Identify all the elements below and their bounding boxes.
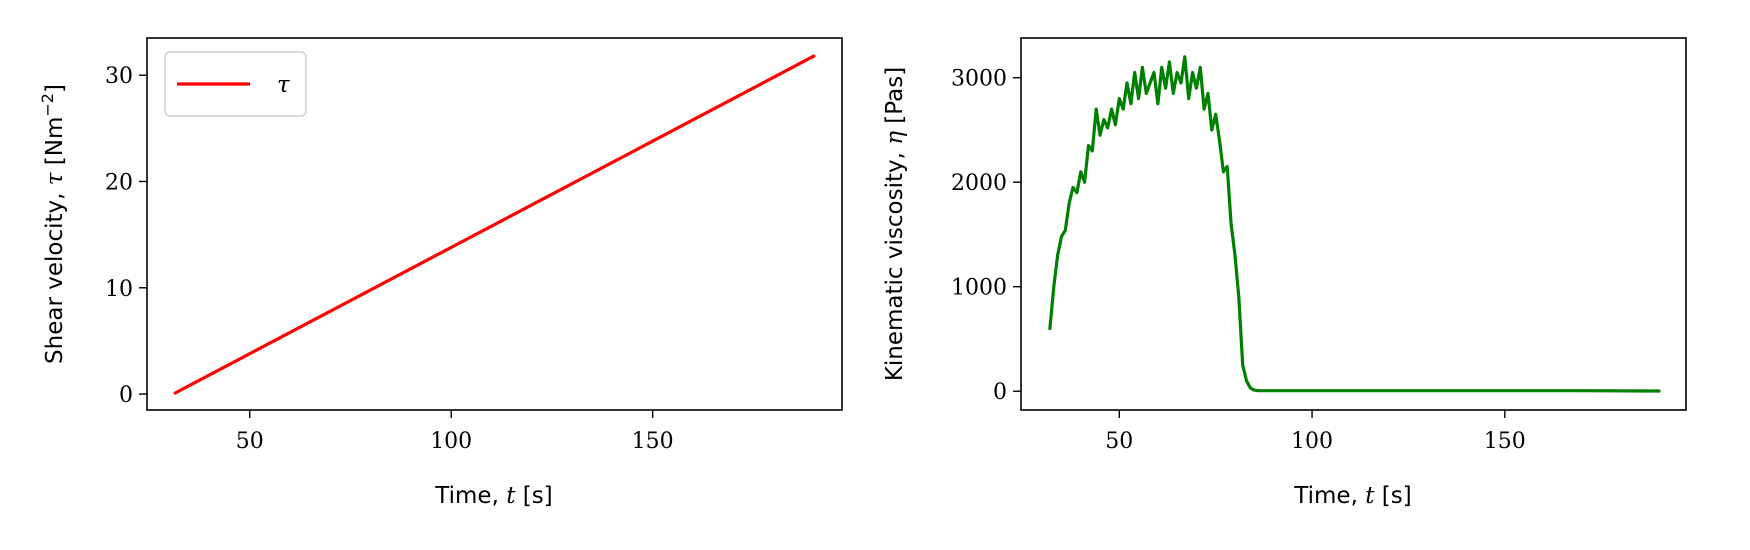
shear-x-tick-label: 100: [430, 429, 472, 454]
viscosity-plot-area: [1048, 55, 1661, 393]
shear-axes-frame: [146, 37, 843, 411]
viscosity-chart: 50 100 150 0 1000 2000 3000 Time, t [s] Kinema…: [882, 37, 1687, 509]
shear-x-axis-label: Time, t [s]: [434, 483, 552, 509]
viscosity-ticks: 50 100 150 0 1000 2000 3000: [951, 67, 1526, 454]
shear-y-tick-label: 20: [105, 170, 133, 195]
viscosity-x-tick-label: 150: [1484, 429, 1526, 454]
shear-x-tick-label: 150: [632, 429, 674, 454]
shear-y-tick-label: 10: [105, 277, 133, 302]
viscosity-axes-frame: [1020, 37, 1687, 411]
viscosity-y-axis-label: Kinematic viscosity, η [Pas]: [882, 67, 908, 381]
shear-plot-area: [173, 54, 816, 395]
legend: τ: [164, 51, 307, 117]
viscosity-y-tick-label: 3000: [951, 67, 1007, 92]
shear-x-tick-label: 50: [236, 429, 264, 454]
shear-series-line-0: [173, 54, 816, 395]
viscosity-series-line-0: [1048, 55, 1661, 393]
viscosity-y-tick-label: 1000: [951, 276, 1007, 301]
viscosity-y-tick-label: 2000: [951, 171, 1007, 196]
shear-y-tick-label: 0: [119, 383, 133, 408]
viscosity-x-axis-label: Time, t [s]: [1293, 483, 1411, 509]
legend-label-tau: τ: [277, 72, 291, 98]
viscosity-y-tick-label: 0: [993, 380, 1007, 405]
viscosity-x-tick-label: 100: [1291, 429, 1333, 454]
shear-ticks: 50 100 150 0 10 20 30: [105, 64, 674, 454]
shear-chart: 50 100 150 0 10 20 30 Time, t [s] Shear veloci…: [38, 37, 843, 509]
shear-y-axis-label: Shear velocity, τ [Nm−2]: [38, 84, 69, 364]
viscosity-x-tick-label: 50: [1105, 429, 1133, 454]
shear-y-tick-label: 30: [105, 64, 133, 89]
